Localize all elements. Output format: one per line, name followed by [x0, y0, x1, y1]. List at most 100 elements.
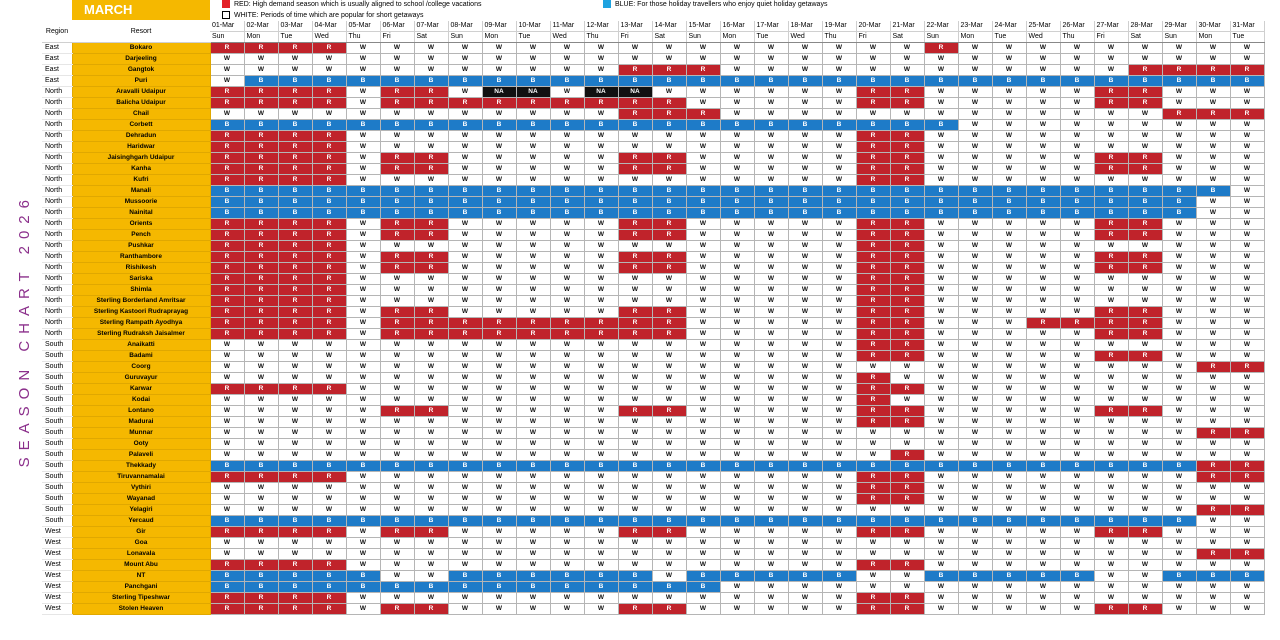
season-cell: W	[1093, 130, 1129, 142]
season-cell: W	[1161, 273, 1197, 285]
season-cell: W	[787, 438, 823, 450]
season-cell: W	[1229, 581, 1265, 593]
season-cell: W	[209, 372, 245, 384]
table-row: North Kanha R R R R W R R W W W W W R R W W W W W R R W W W W W R R W W…	[42, 163, 1265, 175]
season-cell: W	[1025, 504, 1061, 516]
season-cell: W	[991, 240, 1027, 252]
season-cell: R	[1093, 229, 1129, 241]
season-cell: W	[991, 130, 1027, 142]
season-cell: W	[991, 592, 1027, 604]
season-cell: W	[447, 493, 483, 505]
season-cell: W	[447, 86, 483, 98]
season-cell: W	[821, 581, 857, 593]
season-cell: W	[1127, 537, 1163, 549]
season-cell: W	[209, 53, 245, 65]
season-cell: W	[1127, 438, 1163, 450]
season-cell: R	[1093, 603, 1129, 615]
season-cell: R	[1093, 152, 1129, 164]
region-cell: South	[42, 405, 72, 417]
season-cell: R	[243, 284, 279, 296]
season-cell: W	[447, 361, 483, 373]
table-row: North Sterling Rudraksh Jaisalmer R R R R W R R R…	[42, 328, 1265, 340]
season-cell: W	[1025, 559, 1061, 571]
season-cell: R	[1195, 427, 1231, 439]
date-header: 11-Mar	[550, 21, 585, 32]
season-cell: W	[923, 592, 959, 604]
season-cell: W	[1059, 42, 1095, 54]
season-cell: W	[1025, 383, 1061, 395]
season-cell: W	[685, 262, 721, 274]
season-cell: B	[549, 581, 585, 593]
season-cell: W	[1229, 537, 1265, 549]
season-cell: W	[821, 559, 857, 571]
season-cell: B	[889, 185, 925, 197]
season-cell: W	[1025, 372, 1061, 384]
season-cell: R	[209, 141, 245, 153]
season-cell: W	[1127, 174, 1163, 186]
season-cell: R	[1127, 405, 1163, 417]
season-cell: W	[719, 53, 755, 65]
region-cell: South	[42, 427, 72, 439]
season-cell: W	[1229, 328, 1265, 340]
season-cell: R	[1195, 471, 1231, 483]
season-cell: B	[719, 460, 755, 472]
season-cell: R	[1093, 350, 1129, 362]
season-cell: W	[719, 317, 755, 329]
season-cell: B	[685, 185, 721, 197]
season-cell: W	[889, 537, 925, 549]
season-cell: W	[481, 229, 517, 241]
season-cell: W	[1229, 141, 1265, 153]
season-cell: R	[855, 141, 891, 153]
season-cell: W	[991, 394, 1027, 406]
season-cell: R	[855, 471, 891, 483]
season-cell: R	[209, 130, 245, 142]
season-cell: W	[889, 394, 925, 406]
season-cell: B	[311, 185, 347, 197]
season-cell: W	[1195, 438, 1231, 450]
region-cell: East	[42, 53, 72, 65]
season-cell: W	[277, 339, 313, 351]
season-cell: W	[821, 383, 857, 395]
season-cell: R	[243, 141, 279, 153]
season-cell: W	[1229, 449, 1265, 461]
season-cell: W	[889, 438, 925, 450]
season-cell: W	[1093, 493, 1129, 505]
season-cell: W	[787, 449, 823, 461]
season-cell: W	[345, 416, 381, 428]
season-cell: W	[685, 328, 721, 340]
season-cell: W	[413, 482, 449, 494]
season-cell: W	[787, 372, 823, 384]
season-cell: W	[991, 108, 1027, 120]
date-header: 22-Mar	[924, 21, 959, 32]
season-cell: B	[311, 119, 347, 131]
season-cell: W	[617, 504, 653, 516]
table-row: West Sterling Tipeshwar R R R R W W W W W W W W W W W W W W…	[42, 592, 1265, 604]
season-cell: B	[889, 75, 925, 87]
season-cell: W	[617, 339, 653, 351]
season-cell: W	[1229, 482, 1265, 494]
season-cell: B	[651, 581, 687, 593]
season-cell: R	[379, 229, 415, 241]
season-cell: R	[1195, 548, 1231, 560]
season-cell: R	[277, 603, 313, 615]
season-cell: B	[379, 581, 415, 593]
season-cell: R	[311, 471, 347, 483]
season-cell: W	[719, 295, 755, 307]
resort-cell: Tiruvannamalai	[71, 471, 211, 483]
season-cell: W	[447, 394, 483, 406]
season-cell: W	[821, 504, 857, 516]
season-cell: B	[311, 75, 347, 87]
season-cell: R	[583, 328, 619, 340]
season-cell: W	[345, 86, 381, 98]
season-cell: R	[855, 328, 891, 340]
season-cell: W	[1229, 240, 1265, 252]
season-cell: W	[753, 361, 789, 373]
season-cell: W	[957, 229, 993, 241]
season-cell: W	[447, 438, 483, 450]
day-header: Sat	[890, 31, 925, 43]
season-cell: W	[1195, 559, 1231, 571]
season-cell: W	[957, 86, 993, 98]
season-cell: W	[1025, 130, 1061, 142]
season-cell: W	[447, 218, 483, 230]
season-cell: W	[991, 306, 1027, 318]
